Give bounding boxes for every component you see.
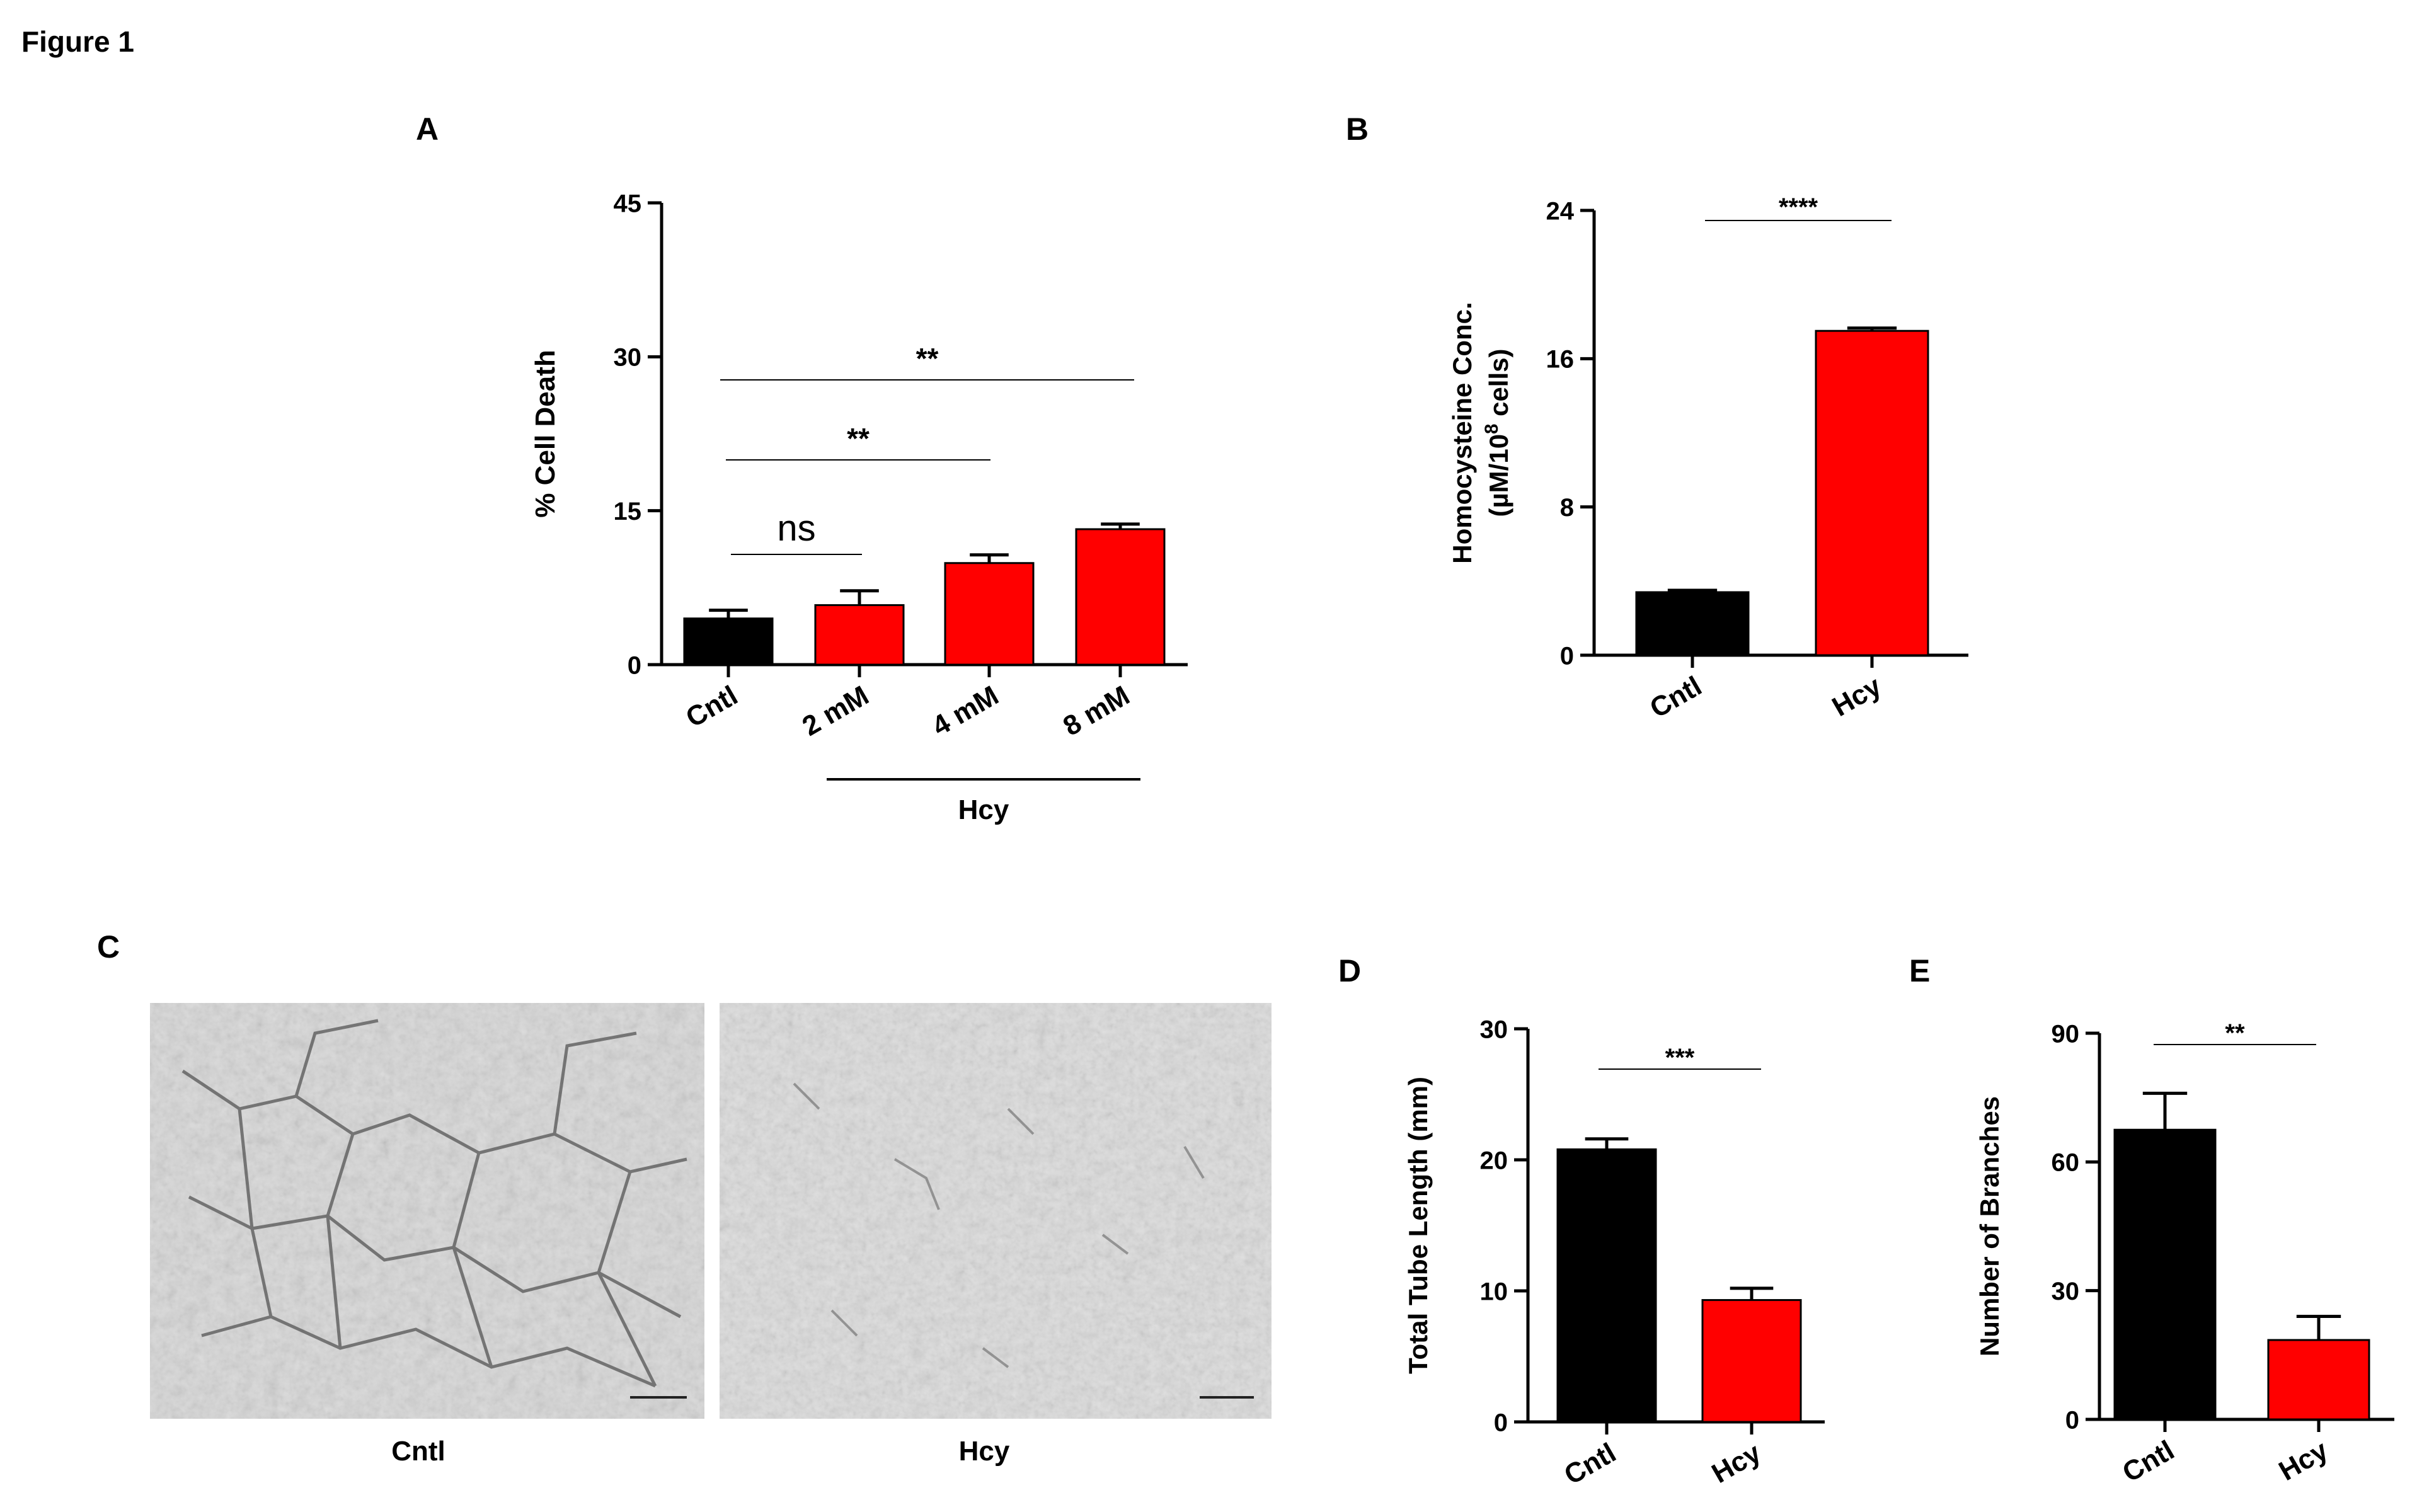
chart-d: 0 10 20 30 Total Tube Length (mm) Cntl Hcy *** xyxy=(1403,1016,1825,1491)
chart-e-category-label: Hcy xyxy=(2274,1435,2334,1487)
chart-b-significance-label: **** xyxy=(1779,193,1818,221)
chart-a-category-label: 2 mM xyxy=(797,680,874,742)
chart-a-significance-label: ns xyxy=(777,508,815,549)
chart-a-category-label: 8 mM xyxy=(1058,680,1135,742)
chart-d-y-label: Total Tube Length (mm) xyxy=(1403,1077,1433,1374)
chart-e-y-tick-label: 30 xyxy=(2052,1278,2080,1305)
chart-b-y-label-line2-prefix: (µM/10 xyxy=(1484,434,1513,517)
chart-a-y-label: % Cell Death xyxy=(530,350,561,518)
chart-b-y-label-line2-sup: 8 xyxy=(1481,424,1502,434)
chart-d-bar xyxy=(1556,1148,1657,1423)
chart-a-bar xyxy=(944,562,1035,666)
panel-letter-e: E xyxy=(1909,953,1930,988)
chart-b-y-tick-label: 24 xyxy=(1546,197,1575,225)
chart-b-category-label: Cntl xyxy=(1645,670,1707,724)
panel-letter-b: B xyxy=(1346,112,1369,147)
chart-d-significance-label: *** xyxy=(1665,1044,1695,1072)
chart-b-category-label: Hcy xyxy=(1827,670,1887,723)
chart-a-significance-label: ** xyxy=(916,342,939,375)
chart-b-bar xyxy=(1635,591,1750,656)
chart-a-group-label: Hcy xyxy=(958,794,1009,825)
chart-e-y-tick-label: 0 xyxy=(2065,1406,2079,1434)
micrograph-caption-hcy: Hcy xyxy=(959,1436,1010,1467)
chart-b-bar xyxy=(1815,329,1929,656)
chart-d-y-tick-label: 20 xyxy=(1480,1147,1508,1174)
chart-e-y-label: Number of Branches xyxy=(1975,1096,2004,1356)
micrograph-caption-cntl: Cntl xyxy=(391,1436,445,1467)
chart-d-y-tick-label: 10 xyxy=(1480,1278,1508,1305)
chart-e-y-tick-label: 90 xyxy=(2052,1020,2080,1048)
chart-a-y-tick-label: 45 xyxy=(614,190,642,217)
chart-d-y-tick-label: 30 xyxy=(1480,1016,1508,1043)
chart-a-bar xyxy=(1075,528,1166,666)
chart-b-y-label-line2: (µM/108 cells) xyxy=(1481,349,1514,517)
chart-a-bar xyxy=(814,604,905,666)
chart-a-category-label: Cntl xyxy=(680,680,743,733)
chart-d-category-label: Hcy xyxy=(1707,1437,1767,1489)
chart-e-bar xyxy=(2267,1339,2370,1421)
panel-letter-c: C xyxy=(97,929,120,965)
chart-e-category-label: Cntl xyxy=(2117,1435,2179,1488)
fragmented-tubes xyxy=(793,1082,1205,1368)
chart-a: 0 15 30 45 % Cell Death Cntl 2 mM 4 mM 8 mM ns ** *… xyxy=(530,190,1188,825)
chart-b-y-label: Homocysteine Conc. xyxy=(1447,302,1477,563)
chart-b-y-label-line2-suffix: cells) xyxy=(1484,349,1513,424)
chart-e-significance-label: ** xyxy=(2225,1019,2245,1047)
chart-a-category-label: 4 mM xyxy=(927,680,1004,742)
chart-d-y-tick-label: 0 xyxy=(1494,1409,1508,1436)
chart-a-y-tick-label: 15 xyxy=(614,498,642,525)
chart-d-bar xyxy=(1701,1299,1802,1423)
chart-b-y-tick-label: 16 xyxy=(1546,346,1575,374)
figure-title: Figure 1 xyxy=(21,25,134,58)
chart-e-bar xyxy=(2113,1128,2217,1421)
micrograph-cntl xyxy=(150,1003,704,1419)
chart-b-y-tick-label: 0 xyxy=(1560,642,1574,670)
chart-a-y-tick-label: 30 xyxy=(614,344,642,372)
micrograph-hcy xyxy=(720,1003,1272,1419)
chart-a-y-tick-label: 0 xyxy=(628,651,641,679)
chart-b-y-tick-label: 8 xyxy=(1560,494,1574,522)
panel-letter-a: A xyxy=(416,112,439,147)
tube-network xyxy=(181,1019,687,1388)
chart-a-bar xyxy=(683,617,774,666)
chart-e-y-tick-label: 60 xyxy=(2052,1149,2080,1177)
chart-e: 0 30 60 90 Number of Branches Cntl Hcy ** xyxy=(1975,1019,2394,1488)
chart-d-category-label: Cntl xyxy=(1559,1437,1621,1491)
chart-a-significance-label: ** xyxy=(847,422,870,455)
panel-letter-d: D xyxy=(1338,953,1361,988)
